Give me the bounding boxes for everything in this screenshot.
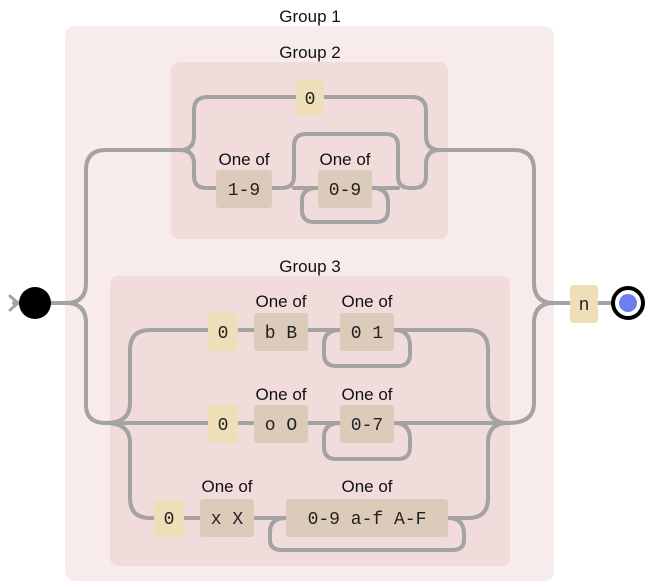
group2-first-set: 1-9 [216,170,272,208]
start-arrow-icon [8,294,20,312]
svg-text:0-9 a-f A-F: 0-9 a-f A-F [308,510,427,530]
hex-digits-label: One of [341,477,392,496]
group-2-label: Group 2 [279,43,340,62]
svg-text:x X: x X [211,510,244,530]
svg-text:1-9: 1-9 [228,181,260,201]
group-3-label: Group 3 [279,257,340,276]
svg-text:b B: b B [265,324,298,344]
hex-prefix-label: One of [201,477,252,496]
hex-zero-literal: 0 [154,499,184,537]
svg-text:n: n [579,296,590,316]
svg-text:o O: o O [265,416,297,436]
group2-second-set-label: One of [319,150,370,169]
group2-first-set-label: One of [218,150,269,169]
start-dot-icon [19,287,51,319]
oct-prefix-label: One of [255,385,306,404]
group2-second-set: 0-9 [318,170,372,208]
bin-prefix-set: b B [254,313,308,351]
end-target-icon [611,286,645,320]
svg-text:0-9: 0-9 [329,181,361,201]
bin-zero-literal: 0 [208,313,238,351]
oct-digits-label: One of [341,385,392,404]
hex-digits-set: 0-9 a-f A-F [286,499,448,537]
bin-digits-set: 0 1 [340,313,394,351]
oct-digits-set: 0-7 [340,405,394,443]
group-1-label: Group 1 [279,7,340,26]
group2-zero-literal: 0 [296,80,324,116]
oct-prefix-set: o O [254,405,308,443]
svg-text:0: 0 [164,510,175,530]
oct-zero-literal: 0 [208,405,238,443]
svg-text:0: 0 [218,416,229,436]
svg-text:0-7: 0-7 [351,416,383,436]
bin-prefix-label: One of [255,292,306,311]
svg-text:0: 0 [218,324,229,344]
hex-prefix-set: x X [200,499,254,537]
bin-digits-label: One of [341,292,392,311]
suffix-literal: n [570,285,598,323]
svg-text:0: 0 [305,90,316,110]
svg-text:0 1: 0 1 [351,324,383,344]
